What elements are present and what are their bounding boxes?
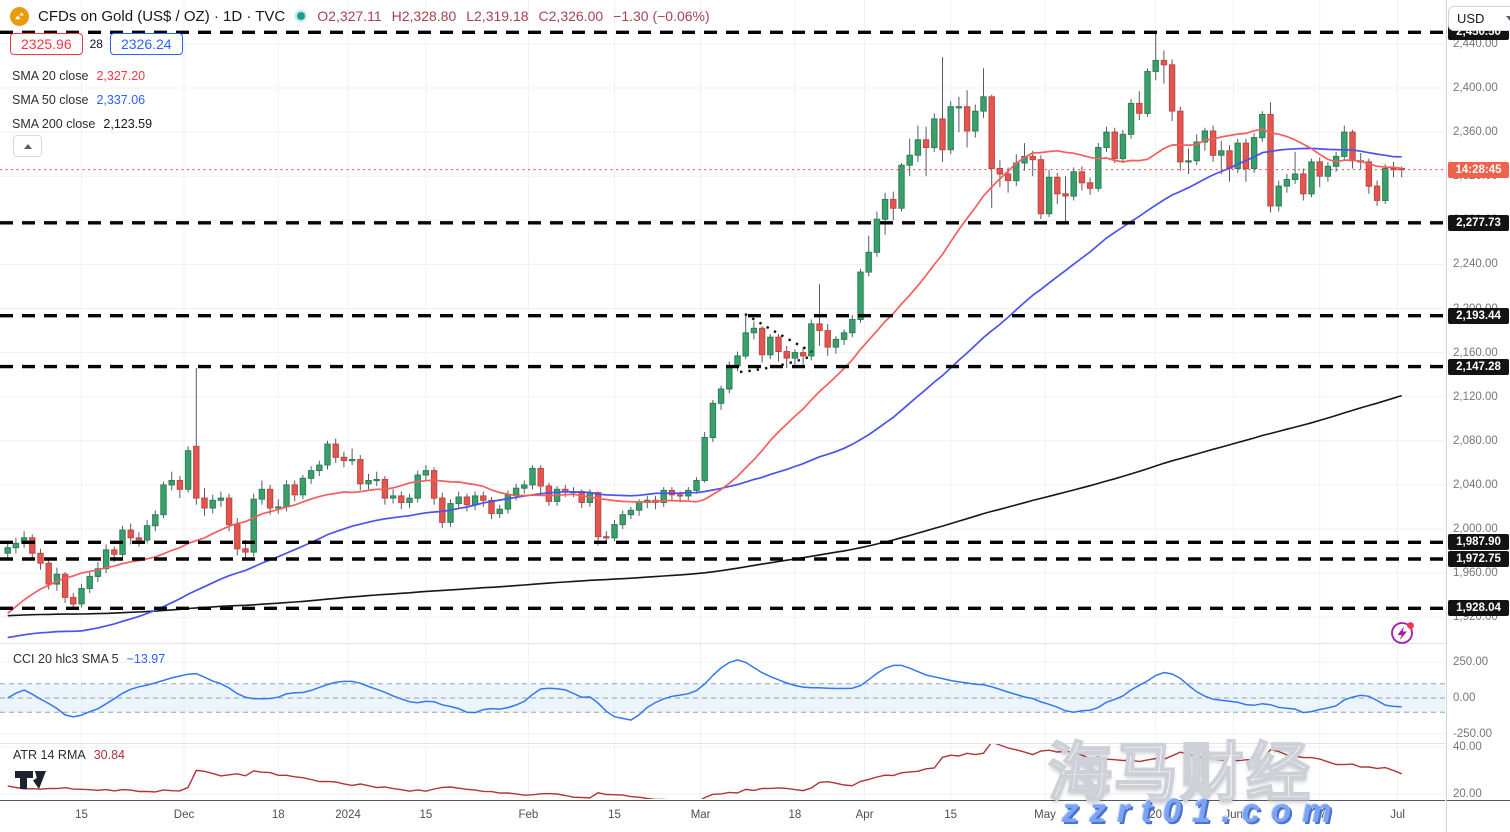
level-price-label: 2,147.28 [1448, 358, 1509, 375]
price-tick-label: 1,960.00 [1453, 567, 1498, 580]
atr-legend-label: ATR 14 RMA [13, 748, 86, 762]
cci-legend[interactable]: CCI 20 hlc3 SMA 5 −13.97 [13, 652, 165, 666]
sma-legend-value: 2,123.59 [103, 117, 153, 131]
time-tick-label: 2024 [335, 809, 361, 821]
time-tick-label: Mar [690, 809, 711, 821]
sma-legend-row[interactable]: SMA 20 close 2,327.20 [12, 64, 152, 88]
price-tick-label: 2,440.00 [1453, 37, 1498, 50]
cci-line [7, 659, 1402, 721]
sma-20-line [7, 128, 1402, 614]
gold-symbol-icon [10, 6, 29, 26]
atr-legend[interactable]: ATR 14 RMA 30.84 [13, 748, 125, 762]
sma-200-line [7, 394, 1402, 617]
level-price-label: 1,928.04 [1448, 600, 1509, 617]
buy-price-button[interactable]: 2326.24 [109, 33, 183, 55]
sma-legend-value: 2,327.20 [96, 69, 146, 83]
price-tick-label: 2,360.00 [1453, 126, 1498, 139]
time-tick-label: Jun [1224, 809, 1243, 821]
price-tick-label: 2,160.00 [1453, 346, 1498, 359]
cci-tick-label: -250.00 [1453, 727, 1493, 740]
sma-legend-label: SMA 50 close [12, 93, 89, 107]
price-tick-label: 2,000.00 [1453, 523, 1498, 535]
ohlc-close: C2,326.00 [538, 8, 604, 24]
cci-tick-label: 250.00 [1453, 656, 1489, 669]
time-tick-label: 15 [944, 809, 958, 821]
atr-pane [7, 744, 1402, 799]
collapse-legend-button[interactable] [13, 135, 42, 157]
price-axis[interactable]: 1,920.00 1,960.00 2,000.00 2,040.00 2,080.00… [1446, 0, 1510, 800]
level-price-label: 1,987.90 [1448, 534, 1509, 551]
price-tick-label: 2,120.00 [1453, 390, 1498, 403]
time-tick-label: 18 [271, 809, 285, 821]
key-levels [0, 30, 1445, 610]
sma-legend-row[interactable]: SMA 50 close 2,337.06 [12, 88, 152, 112]
price-tick-label: 2,040.00 [1453, 478, 1498, 491]
bar-countdown-label[interactable]: 14:28:45 [1448, 161, 1509, 178]
time-tick-label: 15 [75, 809, 88, 821]
market-open-dot-icon [294, 9, 308, 23]
chevron-down-icon [1506, 16, 1510, 21]
currency-label: USD [1457, 11, 1485, 26]
atr-value: 30.84 [93, 748, 125, 762]
chevron-up-icon [23, 143, 32, 149]
sma-legend-label: SMA 200 close [12, 117, 96, 131]
quote-row: 2325.96 28 2326.24 [10, 33, 183, 55]
sma-legend-value: 2,337.06 [96, 93, 146, 107]
time-tick-label: Dec [173, 809, 195, 821]
candles-series [4, 32, 1405, 609]
sma-50-line [7, 147, 1402, 639]
sma-legend: SMA 20 close 2,327.20 SMA 50 close 2,337.06… [12, 64, 152, 136]
cci-pane [0, 659, 1445, 721]
cci-legend-label: CCI 20 hlc3 SMA 5 [13, 652, 119, 666]
level-price-label: 1,972.75 [1448, 551, 1509, 567]
time-tick-label: Apr [855, 809, 874, 821]
price-tick-label: 2,240.00 [1453, 258, 1498, 271]
time-axis[interactable]: 15 Dec 18 2024 15 Feb 15 Mar 18 Apr 15 May 20 Jun 17 Ju… [0, 800, 1445, 832]
time-tick-label: 15 [419, 809, 433, 821]
price-tick-label: 2,400.00 [1453, 82, 1498, 94]
sell-price-button[interactable]: 2325.96 [10, 33, 83, 55]
time-tick-label: 15 [608, 809, 621, 821]
level-price-label: 2,277.73 [1448, 214, 1509, 231]
tradingview-logo[interactable] [14, 768, 48, 792]
grid [0, 0, 1445, 800]
time-tick-label: 17 [1313, 809, 1327, 821]
axis-corner [1446, 800, 1510, 832]
ohlc-change: −1.30 (−0.06%) [613, 8, 710, 24]
sma-legend-row[interactable]: SMA 200 close 2,123.59 [12, 112, 152, 136]
ohlc-low: L2,319.18 [466, 8, 529, 24]
atr-tick-label: 20.00 [1453, 788, 1482, 800]
currency-dropdown[interactable]: USD [1448, 6, 1510, 31]
time-tick-label: 20 [1149, 809, 1163, 821]
time-tick-label: 18 [788, 809, 802, 821]
cci-tick-label: 0.00 [1453, 692, 1476, 704]
spread-value: 28 [89, 37, 103, 51]
cci-value: −13.97 [126, 652, 166, 666]
time-tick-label: May [1034, 809, 1056, 821]
atr-tick-label: 40.00 [1453, 741, 1482, 753]
level-price-label: 2,193.44 [1448, 307, 1509, 324]
symbol-title[interactable]: CFDs on Gold (US$ / OZ) · 1D · TVC [38, 7, 286, 25]
time-tick-label: Jul [1390, 809, 1405, 821]
flash-action-icon[interactable] [1387, 617, 1419, 649]
ohlc-readout: O2,327.11 H2,328.80 L2,319.18 C2,326.00 … [317, 8, 709, 24]
chart-header: CFDs on Gold (US$ / OZ) · 1D · TVC O2,32… [10, 5, 710, 27]
ohlc-high: H2,328.80 [391, 8, 457, 24]
atr-line [7, 744, 1402, 799]
ohlc-open: O2,327.11 [317, 8, 382, 24]
price-tick-label: 2,080.00 [1453, 434, 1498, 447]
sma-legend-label: SMA 20 close [12, 69, 89, 83]
time-tick-label: Feb [518, 809, 539, 821]
